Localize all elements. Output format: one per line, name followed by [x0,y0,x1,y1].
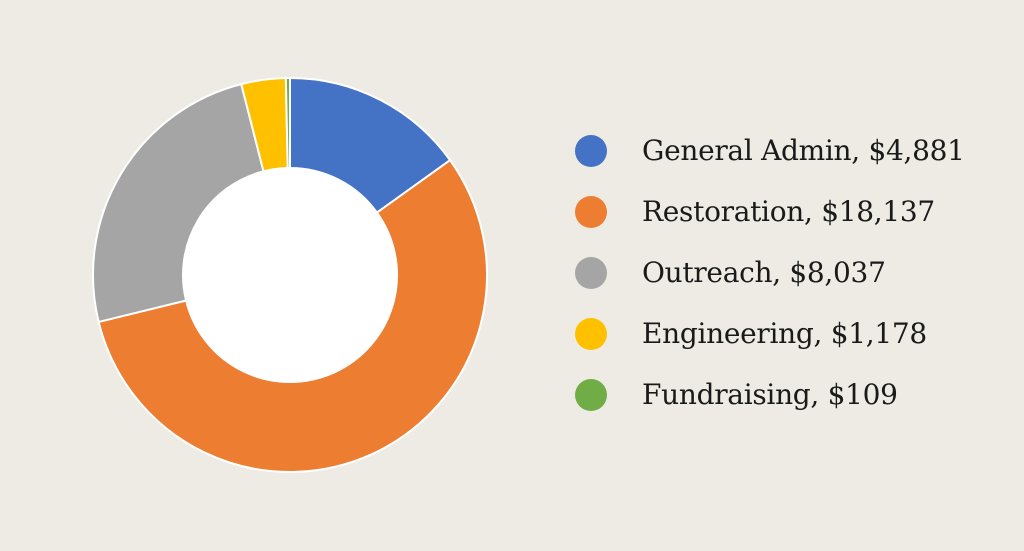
legend-item-general-admin: General Admin, $4,881 [575,120,995,181]
chart-legend: General Admin, $4,881 Restoration, $18,1… [575,120,995,425]
legend-item-restoration: Restoration, $18,137 [575,181,995,242]
legend-label-restoration: Restoration, $18,137 [642,195,935,228]
legend-swatch-outreach [575,256,607,289]
legend-label-general-admin: General Admin, $4,881 [642,134,965,167]
legend-item-fundraising: Fundraising, $109 [575,364,995,425]
legend-swatch-restoration [575,195,607,228]
legend-label-fundraising: Fundraising, $109 [642,378,898,411]
legend-label-outreach: Outreach, $8,037 [642,256,886,289]
legend-swatch-general-admin [575,134,607,167]
legend-item-outreach: Outreach, $8,037 [575,242,995,303]
donut-hole [183,168,397,382]
donut-slice-fundraising [284,77,291,170]
legend-label-engineering: Engineering, $1,178 [642,317,927,350]
legend-swatch-engineering [575,317,607,350]
legend-swatch-fundraising [575,378,607,411]
legend-item-engineering: Engineering, $1,178 [575,303,995,364]
